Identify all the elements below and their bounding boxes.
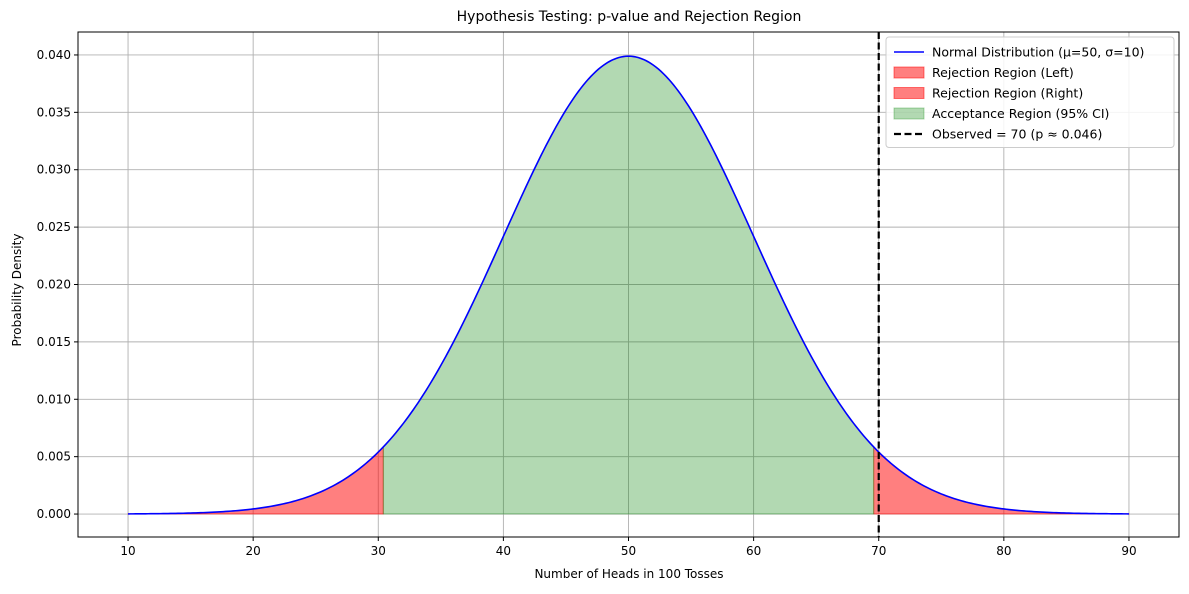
y-tick-label: 0.000 — [37, 507, 71, 521]
x-tick-label: 40 — [496, 544, 511, 558]
axes-layer: 10 20 30 40 50 60 70 80 90 0.000 0.005 0.010 0.015 0.… — [37, 31, 1180, 558]
x-tick-label: 20 — [246, 544, 261, 558]
legend: Normal Distribution (μ=50, σ=10) Rejectio… — [885, 36, 1175, 148]
chart-title: Hypothesis Testing: p-value and Rejectio… — [457, 9, 802, 25]
normal-distribution-curve — [128, 55, 1129, 515]
x-tick-label: 30 — [371, 544, 386, 558]
legend-handle-patch — [893, 66, 925, 79]
legend-entry-label: Acceptance Region (95% CI) — [932, 106, 1109, 121]
y-tick-label: 0.015 — [37, 335, 71, 349]
x-tick-label: 70 — [871, 544, 886, 558]
legend-handle-patch — [893, 87, 925, 99]
y-tick-label: 0.010 — [37, 392, 71, 406]
legend-handle-patch — [893, 107, 925, 120]
legend-box — [885, 36, 1175, 148]
x-tick-label: 80 — [996, 544, 1011, 558]
y-tick-label: 0.005 — [37, 450, 71, 464]
y-tick-label: 0.025 — [37, 220, 71, 234]
y-tick-label: 0.020 — [37, 278, 71, 292]
x-tick-label: 10 — [120, 544, 135, 558]
x-tick-label: 90 — [1121, 544, 1136, 558]
legend-entry-label: Normal Distribution (μ=50, σ=10) — [932, 45, 1144, 60]
y-tick-label: 0.030 — [37, 163, 71, 177]
legend-entry-label: Rejection Region (Left) — [932, 65, 1074, 80]
x-tick-label: 60 — [746, 544, 761, 558]
y-axis-label: Probability Density — [10, 234, 24, 347]
line-layer — [128, 32, 1129, 537]
y-tick-label: 0.040 — [37, 48, 71, 62]
legend-entry-label: Rejection Region (Right) — [932, 86, 1083, 101]
y-tick-label: 0.035 — [37, 105, 71, 119]
x-axis-label: Number of Heads in 100 Tosses — [534, 567, 723, 581]
x-tick-label: 50 — [621, 544, 636, 558]
legend-entry-label: Observed = 70 (p ≈ 0.046) — [932, 127, 1102, 142]
